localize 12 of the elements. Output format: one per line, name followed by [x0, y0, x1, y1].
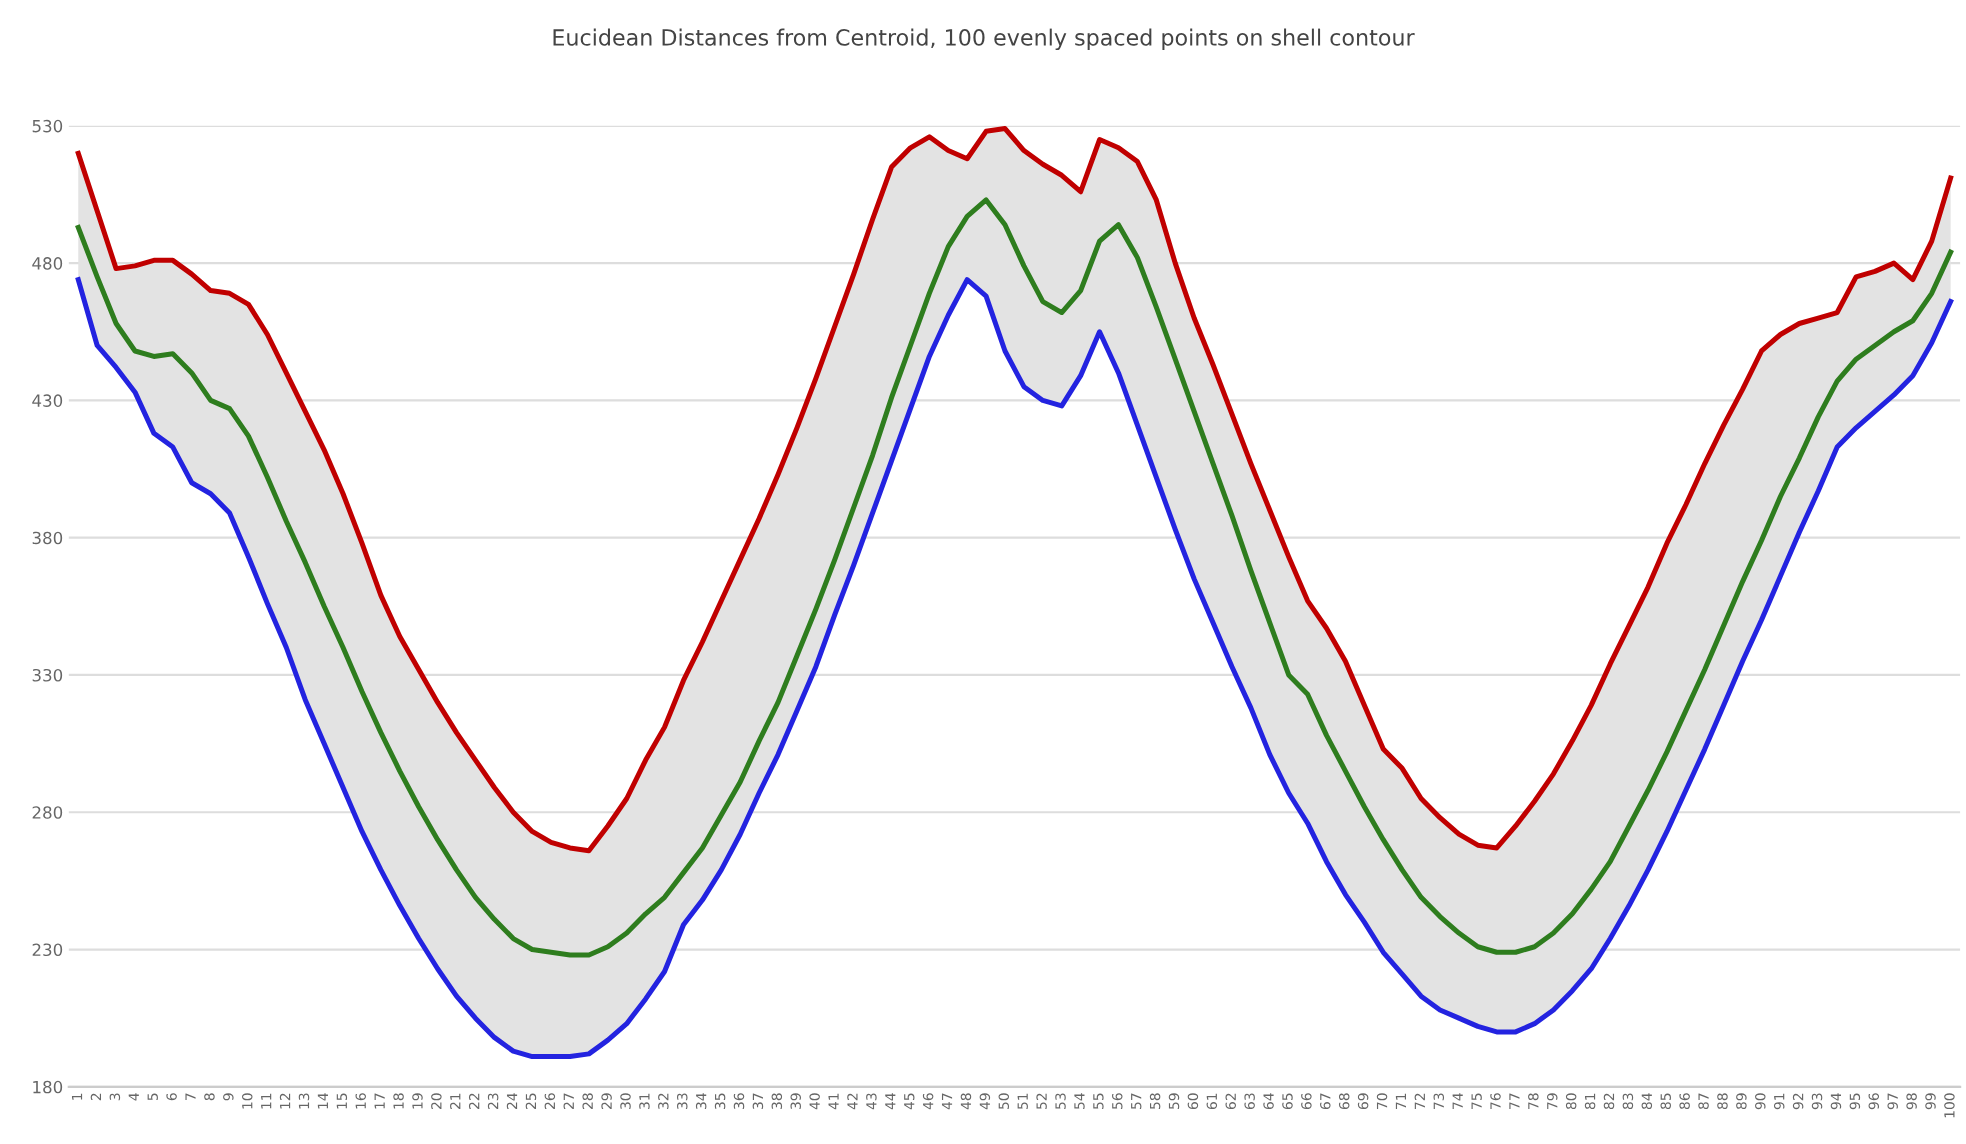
y-tick-label: 430	[32, 394, 63, 407]
y-tick-label: 280	[32, 806, 63, 819]
y-tick-label: 180	[33, 1080, 63, 1094]
line-series	[75, 197, 1954, 958]
y-tick-label: 380	[32, 531, 63, 545]
line-series	[75, 126, 1954, 854]
y-tick-label: 480	[32, 257, 63, 270]
y-tick-label: 530	[32, 119, 63, 133]
line-series	[75, 277, 1954, 1060]
y-tick-label: 230	[32, 943, 63, 957]
chart-title: Eucidean Distances from Centroid, 100 evenly spaced points on shell contour	[553, 28, 1415, 51]
y-tick-label: 330	[32, 668, 63, 682]
